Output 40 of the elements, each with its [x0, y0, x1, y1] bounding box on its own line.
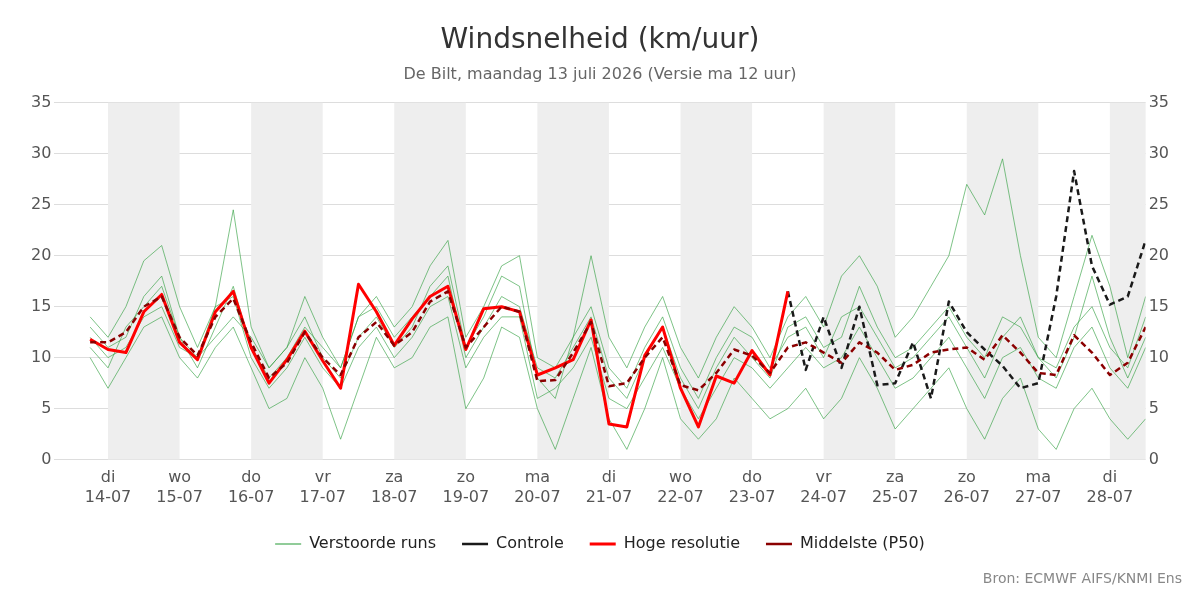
x-tick-label: do 23-07 [728, 467, 776, 506]
legend-label: Hoge resolutie [623, 533, 740, 553]
x-tick-label: do 16-07 [227, 467, 275, 506]
line-series [88, 290, 1146, 392]
y-tick-label: 10 [31, 346, 52, 366]
y-tick-label: 35 [31, 91, 52, 111]
y-tick-label: 15 [31, 295, 52, 315]
legend-label: Middelste (P50) [799, 533, 925, 553]
y2-tick-label: 20 [1148, 244, 1169, 264]
x-tick-label: ma 20-07 [514, 467, 561, 506]
y-tick-label: 5 [41, 397, 52, 417]
x-tick-label: zo 26-07 [943, 467, 990, 506]
x-tick-label: vr 24-07 [800, 467, 847, 506]
y-tick-label: 30 [31, 142, 52, 162]
text: Bron: ECMWF AIFS/KNMI Ens [982, 569, 1182, 586]
chart-title: Windsnelheid (km/uur) [440, 22, 760, 56]
y-tick-label: 20 [31, 244, 52, 264]
y2-tick-label: 5 [1148, 397, 1159, 417]
legend-label: Controle [496, 533, 564, 553]
y-tick-label: 25 [31, 193, 52, 213]
y2-tick-label: 35 [1148, 91, 1169, 111]
x-tick-label: di 14-07 [84, 467, 132, 506]
x-tick-label: zo 19-07 [442, 467, 490, 506]
chart-subtitle: De Bilt, maandag 13 juli 2026 (Versie ma 12 uur) [403, 64, 797, 84]
x-tick-label: di 28-07 [1086, 467, 1134, 506]
x-tick-label: wo 15-07 [156, 467, 203, 506]
y2-tick-label: 0 [1148, 448, 1159, 468]
y-tick-label: 0 [41, 448, 52, 468]
legend-label: Verstoorde runs [309, 533, 437, 553]
y2-tick-label: 15 [1148, 295, 1169, 315]
x-tick-label: wo 22-07 [657, 467, 704, 506]
line-series [786, 169, 1146, 400]
y2-tick-label: 25 [1148, 193, 1169, 213]
x-tick-label: vr 17-07 [299, 467, 346, 506]
y2-tick-label: 30 [1148, 142, 1169, 162]
x-tick-label: ma 27-07 [1015, 467, 1062, 506]
y2-tick-label: 10 [1148, 346, 1169, 366]
x-tick-label: za 25-07 [871, 467, 919, 506]
x-tick-label: za 18-07 [371, 467, 418, 506]
x-tick-label: di 21-07 [585, 467, 633, 506]
